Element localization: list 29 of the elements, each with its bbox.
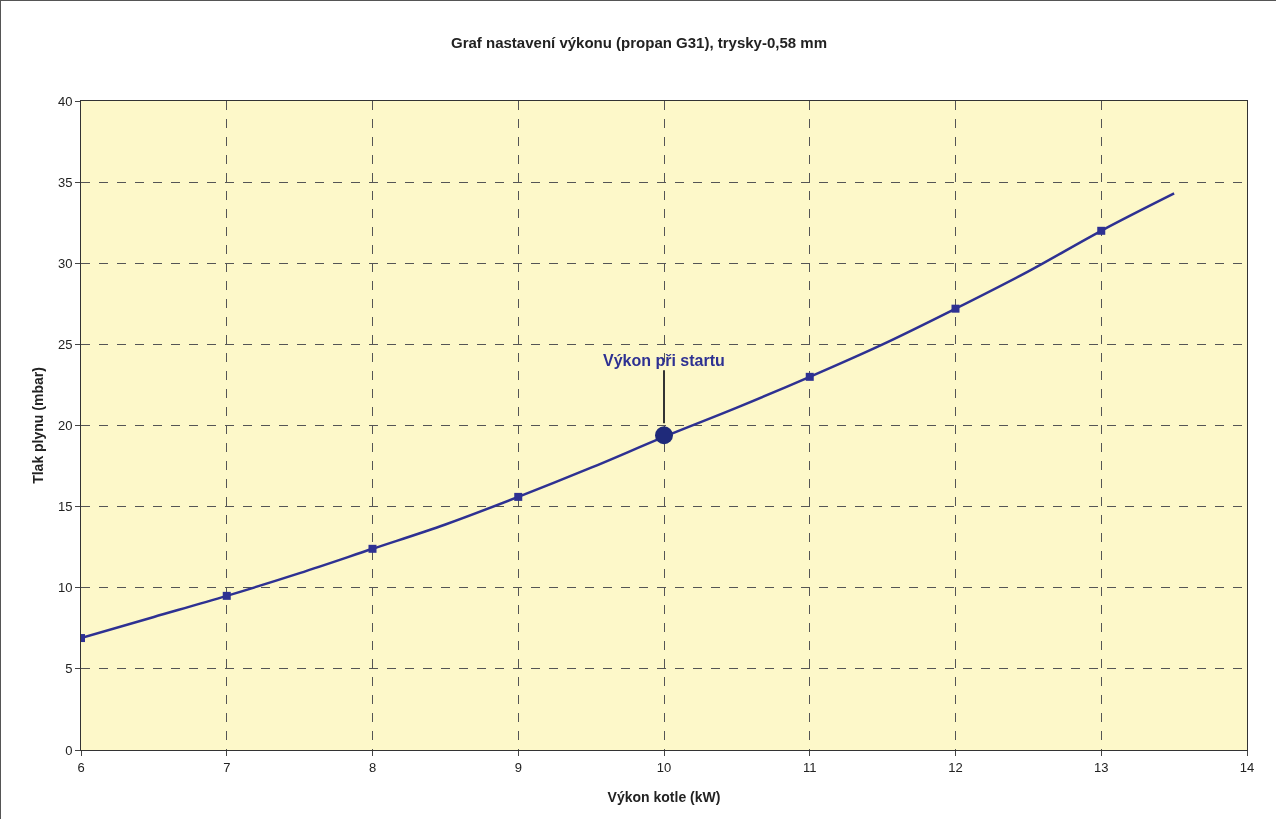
- y-tick-label: 20: [57, 418, 73, 434]
- point: [514, 492, 523, 501]
- x-tick-label: 11: [803, 759, 817, 775]
- x-axis-title: Výkon kotle (kW): [607, 789, 721, 805]
- x-tick-label: 12: [948, 759, 963, 775]
- x-tick-label: 10: [656, 759, 672, 775]
- x-tick-label: 7: [223, 759, 231, 775]
- x-tick-label: 13: [1094, 759, 1109, 775]
- y-tick-label: 35: [57, 174, 73, 190]
- y-tick-label: 10: [57, 580, 73, 596]
- y-tick-label: 25: [57, 336, 73, 352]
- y-tick-label: 0: [65, 742, 73, 758]
- annotation: Výkon při startu: [603, 352, 725, 369]
- point: [368, 544, 377, 553]
- point: [951, 304, 960, 313]
- point: [805, 372, 814, 381]
- y-tick-label: 5: [65, 661, 73, 677]
- x-tick-label: 9: [514, 759, 522, 775]
- point: [222, 591, 231, 600]
- y-tick-label: 30: [57, 255, 73, 271]
- chart-title: Graf nastavení výkonu (propan G31), trysky-0,58 mm: [451, 34, 827, 52]
- y-tick-label: 40: [57, 93, 73, 109]
- x-tick-label: 8: [368, 759, 377, 775]
- point: [655, 426, 673, 445]
- y-axis-title: Tlak plynu (mbar): [30, 367, 46, 484]
- x-tick-label: 14: [1239, 759, 1255, 775]
- point: [1097, 226, 1106, 235]
- x-tick-label: 6: [77, 759, 85, 775]
- y-tick-label: 15: [57, 499, 73, 515]
